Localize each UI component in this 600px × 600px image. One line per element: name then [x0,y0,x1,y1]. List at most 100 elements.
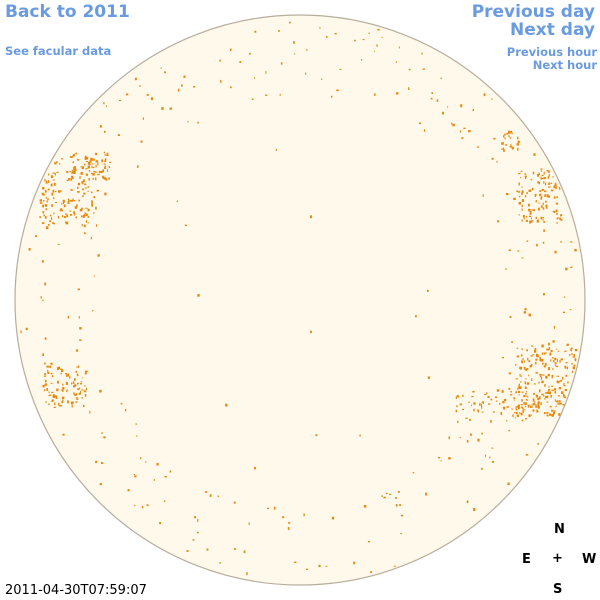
facula-speck [515,364,517,366]
facula-speck [54,202,58,204]
facula-speck [523,402,525,404]
facula-speck [67,400,69,404]
facula-speck [71,171,74,174]
facula-speck [72,153,75,157]
facula-speck [481,405,483,409]
facula-speck [431,92,433,94]
facula-speck [43,193,45,196]
facula-speck [52,172,55,174]
facula-speck [548,173,550,177]
facula-speck [485,454,486,457]
facula-speck [53,197,55,200]
facula-speck [220,79,222,83]
facula-speck [519,366,522,370]
facula-speck [541,393,544,396]
facula-speck [273,506,276,510]
facula-speck [551,409,554,412]
facula-speck [87,190,89,192]
facula-speck [565,362,568,364]
facula-speck [525,395,528,397]
facula-speck [421,52,423,55]
facula-speck [81,223,83,227]
next-day-link[interactable]: Next day [510,20,595,40]
facula-speck [82,188,84,191]
facula-speck [76,204,78,207]
facula-speck [479,403,481,406]
facula-speck [537,401,540,404]
facula-speck [523,394,526,398]
facula-speck [560,358,563,361]
facula-speck [146,504,149,507]
facula-speck [47,198,49,201]
facula-speck [538,396,541,400]
see-facular-data-link[interactable]: See facular data [5,44,112,58]
facula-speck [315,434,318,437]
facula-speck [70,178,72,181]
facula-speck [65,373,67,375]
facula-speck [510,130,513,133]
facula-speck [553,185,556,189]
facula-speck [543,395,545,397]
facula-speck [522,358,524,360]
facula-speck [57,367,60,371]
facula-speck [525,398,528,400]
previous-hour-link[interactable]: Previous hour [506,45,597,59]
facula-speck [514,412,516,414]
facula-speck [471,395,474,398]
facula-speck [538,381,540,384]
facula-speck [557,381,560,384]
facula-speck [92,177,94,180]
facula-speck [61,215,64,218]
facula-speck [524,402,527,405]
facula-speck [539,389,541,393]
facula-speck [76,366,79,368]
facula-speck [505,268,507,270]
facula-speck [249,52,251,55]
facula-speck [61,369,64,372]
facula-speck [419,122,422,125]
facula-speck [531,345,533,347]
facula-speck [536,354,539,357]
facula-speck [73,392,75,395]
next-hour-link[interactable]: Next hour [532,58,597,72]
facula-speck [530,217,532,220]
facula-speck [502,400,505,404]
facula-speck [137,165,139,168]
facula-speck [543,221,545,223]
facula-speck [34,235,38,237]
facula-speck [506,420,508,422]
facula-speck [480,403,482,406]
facula-speck [447,106,449,108]
facula-speck [61,158,64,160]
previous-day-link[interactable]: Previous day [471,2,595,22]
facula-speck [56,388,59,392]
facula-speck [547,395,549,399]
facula-speck [233,501,236,504]
facula-speck [84,394,87,397]
facula-speck [501,148,503,150]
facula-speck [529,213,532,215]
facula-speck [159,522,162,525]
facula-speck [71,175,74,178]
facula-speck [141,506,144,509]
facula-speck [528,360,531,363]
facula-speck [57,380,59,384]
back-to-year-link[interactable]: Back to 2011 [5,2,130,22]
facula-speck [550,182,553,185]
facula-speck [287,527,290,530]
facula-speck [133,474,135,476]
facula-speck [543,229,545,233]
facula-speck [50,175,53,179]
facula-speck [48,173,50,176]
facula-speck [225,403,228,407]
facula-speck [88,170,91,172]
facula-speck [92,158,95,161]
facula-speck [42,200,45,202]
facula-speck [53,182,56,186]
facula-speck [552,360,555,363]
facula-speck [545,352,547,354]
facula-speck [516,347,519,349]
facula-speck [85,389,88,391]
facula-speck [120,402,123,405]
facula-speck [42,210,45,214]
